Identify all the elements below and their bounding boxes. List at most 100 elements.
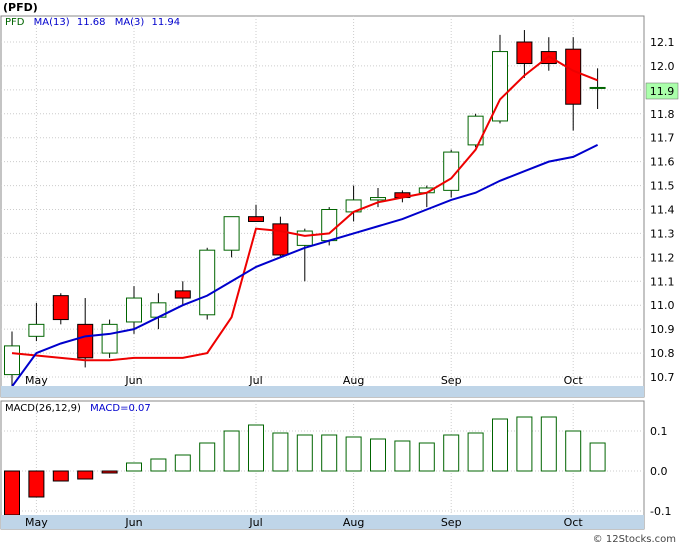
price-tick-label: 11.8 bbox=[650, 108, 675, 121]
candle-body-up bbox=[126, 297, 142, 323]
candle-body-up bbox=[296, 230, 313, 246]
candle-body-up bbox=[4, 345, 20, 376]
candle bbox=[126, 286, 142, 334]
price-panel-background bbox=[0, 15, 645, 398]
macd-x-tick-label: Oct bbox=[564, 516, 584, 529]
macd-bar bbox=[4, 470, 20, 516]
macd-bar bbox=[394, 440, 411, 472]
candle-body-down bbox=[52, 295, 69, 321]
candle-body-down bbox=[248, 216, 264, 222]
chart-title: (PFD) bbox=[3, 1, 38, 14]
price-tick-label: 11.1 bbox=[650, 275, 675, 288]
macd-params: MACD(26,12,9) bbox=[5, 403, 81, 414]
candle bbox=[492, 34, 508, 124]
candle bbox=[516, 30, 533, 78]
macd-value: MACD=0.07 bbox=[90, 403, 151, 414]
candle-body-up bbox=[467, 115, 484, 146]
macd-bar bbox=[296, 434, 313, 472]
price-tick-label: 10.8 bbox=[650, 347, 675, 360]
candle bbox=[370, 187, 386, 208]
candle bbox=[77, 298, 94, 368]
price-tick-label: 10.9 bbox=[650, 323, 675, 336]
candle-body-up bbox=[370, 197, 386, 201]
macd-bar bbox=[52, 470, 69, 482]
macd-bar bbox=[467, 432, 484, 472]
price-x-tick-label: Aug bbox=[343, 374, 364, 387]
candle-body-up bbox=[199, 249, 216, 316]
candle-body-down bbox=[516, 41, 533, 65]
macd-bar bbox=[492, 418, 508, 472]
candle-body-down bbox=[272, 223, 289, 256]
price-x-axis-strip bbox=[1, 386, 644, 397]
price-y-axis: 10.7 10.8 10.9 11.0 11.1 11.2 11.3 11.4 11.5 11.6… bbox=[650, 36, 675, 384]
macd-bar bbox=[77, 470, 94, 480]
legend-ma13-value: 11.68 bbox=[77, 17, 106, 28]
macd-bar bbox=[516, 416, 533, 472]
price-x-tick-label: Jun bbox=[124, 374, 142, 387]
macd-bar bbox=[126, 462, 142, 472]
ma13-line bbox=[11, 143, 599, 388]
candle-body-down bbox=[174, 290, 191, 299]
candle bbox=[223, 216, 240, 258]
price-tick-label: 11.6 bbox=[650, 156, 675, 169]
price-legend: PFD MA(13) 11.68 MA(3) 11.94 bbox=[5, 17, 180, 28]
macd-y-axis: 0.1 0.0 -0.1 bbox=[650, 425, 671, 518]
macd-bars bbox=[4, 416, 606, 516]
macd-tick-label: 0.0 bbox=[650, 465, 668, 478]
legend-ma3-label: MA(3) bbox=[115, 17, 145, 28]
candle bbox=[101, 319, 118, 358]
candle-body-up bbox=[492, 51, 508, 122]
price-tick-label: 11.4 bbox=[650, 204, 675, 217]
macd-x-tick-label: Jul bbox=[248, 516, 262, 529]
candle bbox=[174, 281, 191, 306]
macd-x-tick-label: Jun bbox=[124, 516, 142, 529]
macd-bar bbox=[199, 442, 216, 472]
macd-bar bbox=[101, 470, 118, 474]
candle-body-up bbox=[321, 209, 338, 242]
macd-bar bbox=[345, 436, 362, 472]
macd-bar bbox=[443, 434, 460, 472]
candle bbox=[52, 293, 69, 325]
price-x-tick-label: Jul bbox=[248, 374, 262, 387]
macd-bar bbox=[321, 434, 338, 472]
ma3-line bbox=[11, 55, 598, 362]
price-x-axis: May Jun Jul Aug Sep Oct bbox=[25, 374, 583, 387]
price-tick-label: 11.7 bbox=[650, 132, 675, 145]
last-price-box bbox=[645, 82, 679, 100]
price-tick-label: 11.3 bbox=[650, 227, 675, 240]
price-tick-label: 12.0 bbox=[650, 60, 675, 73]
macd-bar bbox=[223, 430, 240, 472]
macd-bar bbox=[28, 470, 45, 498]
candle bbox=[199, 247, 216, 320]
price-tick-label: 11.0 bbox=[650, 299, 675, 312]
macd-x-tick-label: May bbox=[25, 516, 48, 529]
price-tick-label: 11.5 bbox=[650, 180, 675, 193]
price-tick-label: 11.2 bbox=[650, 251, 675, 264]
macd-bar bbox=[272, 432, 289, 472]
candle-body-up bbox=[101, 323, 118, 354]
candle bbox=[248, 204, 264, 222]
macd-bar bbox=[589, 442, 606, 472]
watermark: © 12Stocks.com bbox=[593, 534, 676, 545]
macd-x-tick-label: Aug bbox=[343, 516, 364, 529]
candle-body-down bbox=[77, 323, 94, 359]
candle bbox=[589, 68, 606, 109]
macd-x-axis-strip bbox=[1, 515, 644, 529]
macd-bar bbox=[174, 454, 191, 472]
macd-x-axis: May Jun Jul Aug Sep Oct bbox=[25, 516, 583, 529]
candle-body-up bbox=[589, 86, 606, 89]
candle-body-up bbox=[28, 323, 45, 337]
candle-body-up bbox=[223, 216, 240, 251]
price-tick-label: 12.1 bbox=[650, 36, 675, 49]
macd-bar bbox=[418, 442, 435, 472]
macd-legend: MACD(26,12,9) MACD=0.07 bbox=[5, 403, 151, 414]
candle bbox=[467, 113, 484, 148]
macd-bar bbox=[565, 430, 582, 472]
last-price-label: 11.9 bbox=[650, 85, 675, 98]
legend-ma3-value: 11.94 bbox=[152, 17, 181, 28]
price-tick-label: 10.7 bbox=[650, 371, 675, 384]
macd-bar bbox=[150, 458, 167, 472]
price-x-tick-label: May bbox=[25, 374, 48, 387]
macd-bar bbox=[370, 438, 386, 472]
